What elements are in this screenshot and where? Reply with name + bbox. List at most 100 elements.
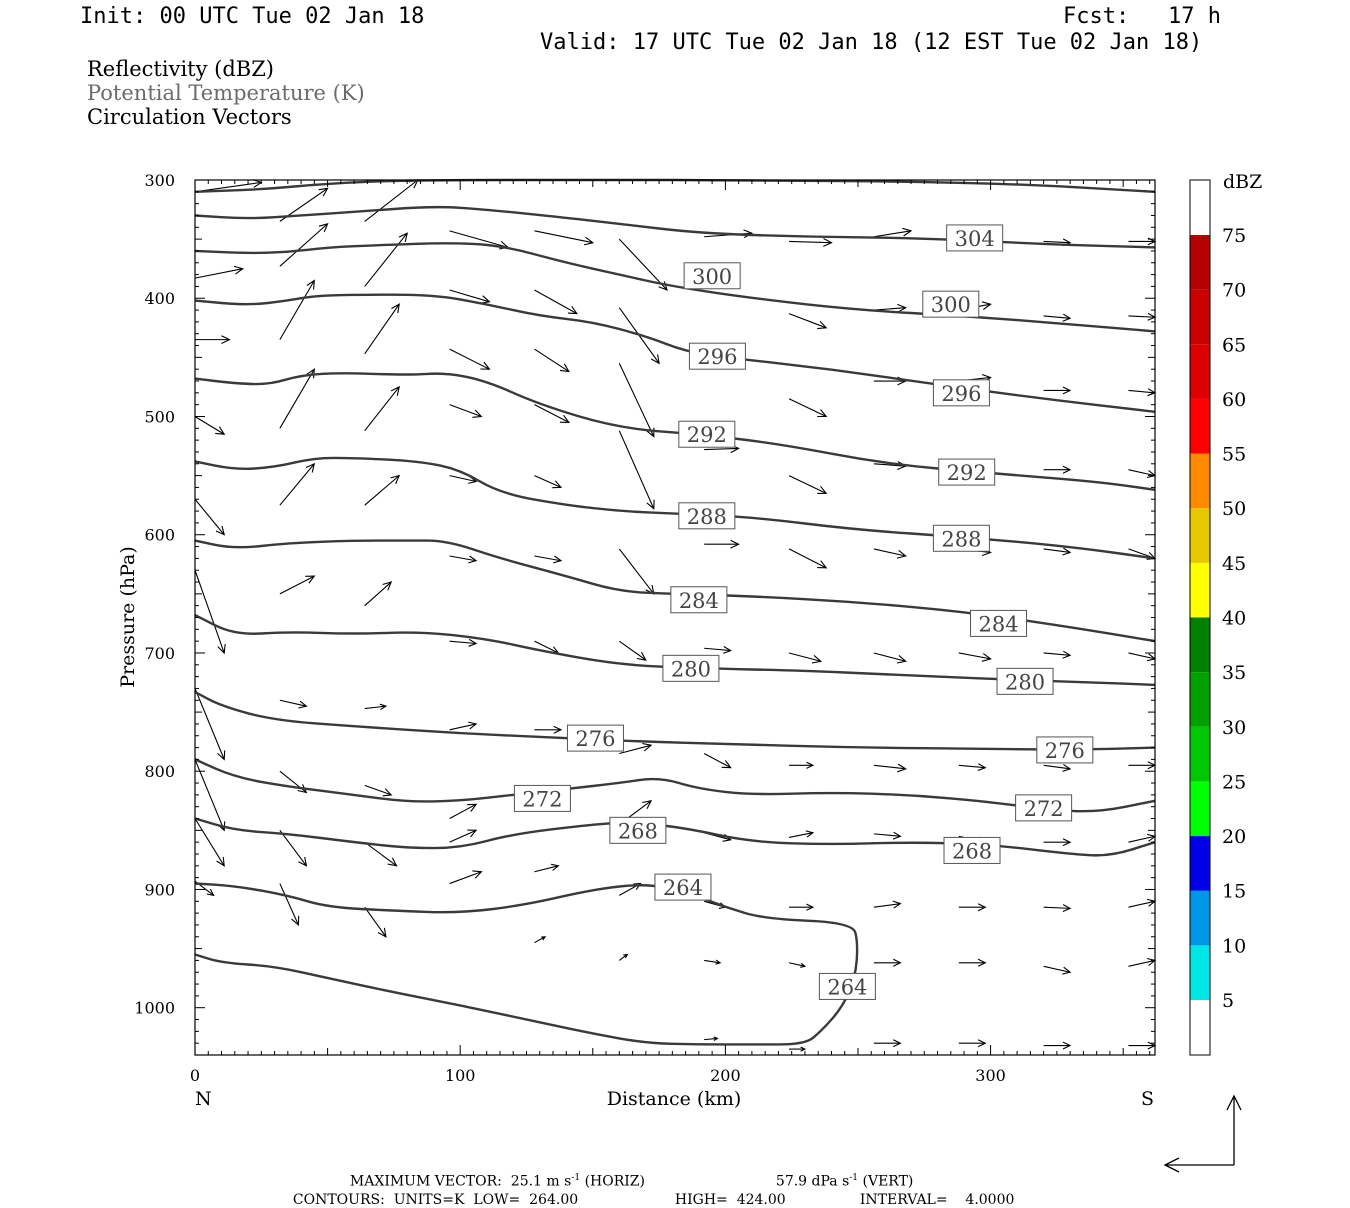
vector-arrow xyxy=(449,829,478,843)
vector-arrow xyxy=(873,763,907,773)
vector-arrow xyxy=(789,238,833,247)
contour-label-288-0: 288 xyxy=(687,505,727,529)
contour-label-296-0: 296 xyxy=(697,345,737,369)
vector-arrow xyxy=(534,936,547,944)
vector-arrow xyxy=(1043,838,1072,847)
reference-vector-arrow xyxy=(1163,1094,1242,1173)
vector-arrow xyxy=(449,721,478,731)
contours-info-line: CONTOURS: UNITS=K LOW= 264.00 xyxy=(284,1176,578,1208)
max-vector-label: MAXIMUM VECTOR: xyxy=(349,1173,502,1190)
vector-arrow xyxy=(194,570,226,655)
vector-arrow xyxy=(958,958,987,967)
contour-label-box-300-1 xyxy=(922,290,980,318)
theta-contour-296 xyxy=(194,293,1156,413)
max-vert-line: 57.9 dPa s-1 (VERT) xyxy=(767,1157,913,1190)
vector-arrow xyxy=(873,652,907,664)
vector-arrow xyxy=(1128,898,1157,908)
vector-arrow xyxy=(449,870,483,885)
y-tick-labels: 300 400 500 600 700 800 900 1000 xyxy=(134,171,175,1018)
max-horiz-tag: (HORIZ) xyxy=(584,1173,645,1190)
contour-label-box-264-1 xyxy=(818,972,876,1000)
y-tick-label: 1000 xyxy=(134,999,175,1018)
contour-label-288-1: 288 xyxy=(941,527,981,551)
colorbar-frame xyxy=(1189,179,1211,1056)
vector-arrow xyxy=(789,1046,807,1052)
colorbar-tick-label: 5 xyxy=(1222,990,1234,1012)
y-tick-label: 700 xyxy=(144,644,175,663)
contour-label-284-1: 284 xyxy=(978,612,1018,636)
contour-label-box-268-1 xyxy=(943,836,1001,864)
vector-arrow xyxy=(958,903,987,912)
colorbar-bin xyxy=(1190,508,1210,563)
vector-arrow xyxy=(194,265,244,279)
colorbar-bin xyxy=(1190,562,1210,618)
vector-arrow xyxy=(958,1039,987,1048)
colorbar-bin xyxy=(1190,890,1210,946)
vector-arrow xyxy=(449,638,478,647)
vector-arrow xyxy=(364,179,419,222)
contour-label-box-296-0 xyxy=(688,342,746,370)
contours-interval-value: 4.0000 xyxy=(965,1192,1015,1208)
vector-arrow xyxy=(873,1039,902,1048)
vector-arrow xyxy=(279,883,300,927)
x-tick-label: 0 xyxy=(190,1066,200,1085)
contour-label-box-292-1 xyxy=(938,458,996,486)
legend-potential-temperature: Potential Temperature (K) xyxy=(87,81,365,105)
colorbar: 5 10 15 20 25 30 35 40 45 50 55 60 65 70 75 xyxy=(1189,179,1246,1056)
contour-label-box-272-0 xyxy=(513,784,571,812)
vector-arrow xyxy=(364,906,387,938)
forecast-hour-value: 17 h xyxy=(1168,4,1221,29)
vector-arrow xyxy=(534,863,560,873)
x-tick-label: 100 xyxy=(445,1066,476,1085)
vector-arrow xyxy=(195,335,231,344)
contour-label-box-284-1 xyxy=(970,609,1028,637)
vector-arrow xyxy=(1128,761,1157,770)
x-tick-label: 200 xyxy=(710,1066,741,1085)
colorbar-tick-label: 35 xyxy=(1222,662,1246,684)
vector-arrow xyxy=(534,348,570,373)
vector-arrow xyxy=(958,652,992,662)
vector-arrow xyxy=(1043,904,1072,913)
theta-contour-284 xyxy=(194,539,1156,643)
contour-label-292-0: 292 xyxy=(687,423,727,447)
vector-arrow xyxy=(194,688,226,761)
vector-arrow xyxy=(618,363,655,438)
colorbar-tick-label: 75 xyxy=(1222,225,1246,247)
theta-contour-300 xyxy=(194,242,1156,333)
vector-arrow xyxy=(279,462,316,506)
vector-arrow xyxy=(618,640,647,661)
contour-label-box-292-0 xyxy=(678,420,736,448)
vector-arrow xyxy=(534,230,595,246)
contours-units: UNITS=K xyxy=(393,1192,465,1208)
contour-label-276-0: 276 xyxy=(575,727,615,751)
theta-contour-292 xyxy=(194,372,1156,491)
colorbar-tick-label: 50 xyxy=(1222,498,1246,520)
contour-label-264-1: 264 xyxy=(827,975,867,999)
vector-arrow xyxy=(279,699,308,709)
vector-arrow xyxy=(873,831,902,840)
max-vert-tag: (VERT) xyxy=(862,1173,914,1190)
theta-contour-288 xyxy=(194,456,1156,560)
contours-high-label: HIGH= xyxy=(674,1192,728,1208)
vector-arrow xyxy=(1128,388,1157,397)
colorbar-bin xyxy=(1190,672,1210,727)
vector-arrow xyxy=(788,830,815,838)
contour-label-284-0: 284 xyxy=(679,589,719,613)
contour-label-box-284-0 xyxy=(670,586,728,614)
contour-label-box-288-1 xyxy=(932,524,990,552)
vector-arrow xyxy=(1128,957,1157,967)
vector-arrow xyxy=(1043,313,1072,322)
legend-circulation-vectors: Circulation Vectors xyxy=(87,105,292,129)
y-tick-label: 400 xyxy=(144,289,175,308)
init-time: Init: 00 UTC Tue 02 Jan 18 xyxy=(80,4,425,29)
vector-arrow xyxy=(618,430,655,510)
vector-arrow xyxy=(534,289,579,315)
vector-arrow xyxy=(873,303,907,313)
colorbar-tick-label: 30 xyxy=(1222,717,1246,739)
theta-contour-labels: 264 264 268 268 272 272 276 276 280 280 284 284 288 2… xyxy=(513,224,1094,1000)
x-axis-north-label: N xyxy=(195,1088,212,1110)
theta-contour-268 xyxy=(194,817,1156,857)
vector-arrow xyxy=(1043,763,1072,772)
contour-label-264-0: 264 xyxy=(663,876,703,900)
